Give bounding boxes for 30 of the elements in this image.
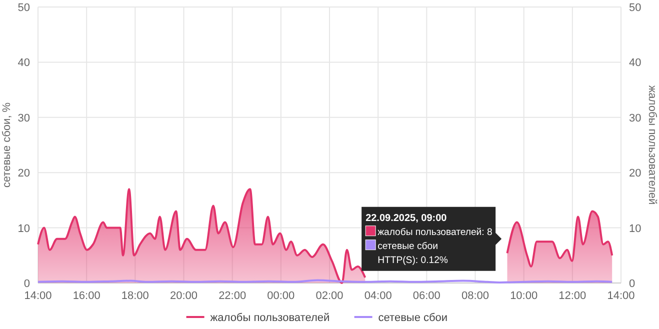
x-tick-label: 08:00	[461, 290, 490, 302]
x-tick-label: 18:00	[121, 290, 149, 302]
y-tick-label: 40	[18, 57, 30, 70]
y2-tick-label: 20	[629, 168, 642, 180]
x-tick-label: 00:00	[267, 290, 295, 302]
y-tick-label: 30	[18, 112, 30, 124]
x-tick-label: 16:00	[72, 290, 100, 302]
annotation: 22.09.2025, 09:00 жалобы пользователей: 8 сетевые сбои HTTP(S): 0.12%	[366, 212, 492, 266]
x-tick-label: 12:00	[558, 290, 586, 302]
x-tick-label: 22:00	[218, 290, 246, 302]
y-tick-label: 0	[24, 278, 30, 290]
y2-axis-title: жалобы пользователей	[646, 85, 658, 205]
y2-tick-label: 30	[629, 112, 642, 124]
x-tick-label: 10:00	[510, 290, 538, 302]
x-tick-label: 02:00	[316, 290, 344, 302]
y2-tick-label: 10	[629, 222, 642, 235]
x-tick-label: 06:00	[412, 290, 440, 302]
y2-tick-label: 50	[629, 2, 642, 14]
x-tick-label: 20:00	[170, 290, 198, 302]
x-tick-label: 04:00	[364, 290, 392, 302]
y-tick-label: 10	[18, 222, 30, 235]
y2-tick-label: 40	[629, 57, 642, 70]
legend-label: сетевые сбои	[378, 312, 448, 324]
x-tick-label: 14:00	[607, 290, 635, 302]
y-axis-title: сетевые сбои, %	[1, 102, 13, 188]
y2-tick-label: 0	[629, 278, 636, 290]
x-tick-label: 14:00	[24, 290, 52, 302]
y-tick-label: 50	[18, 2, 30, 14]
legend-label: жалобы пользователей	[210, 312, 330, 324]
y-tick-label: 20	[18, 168, 30, 180]
